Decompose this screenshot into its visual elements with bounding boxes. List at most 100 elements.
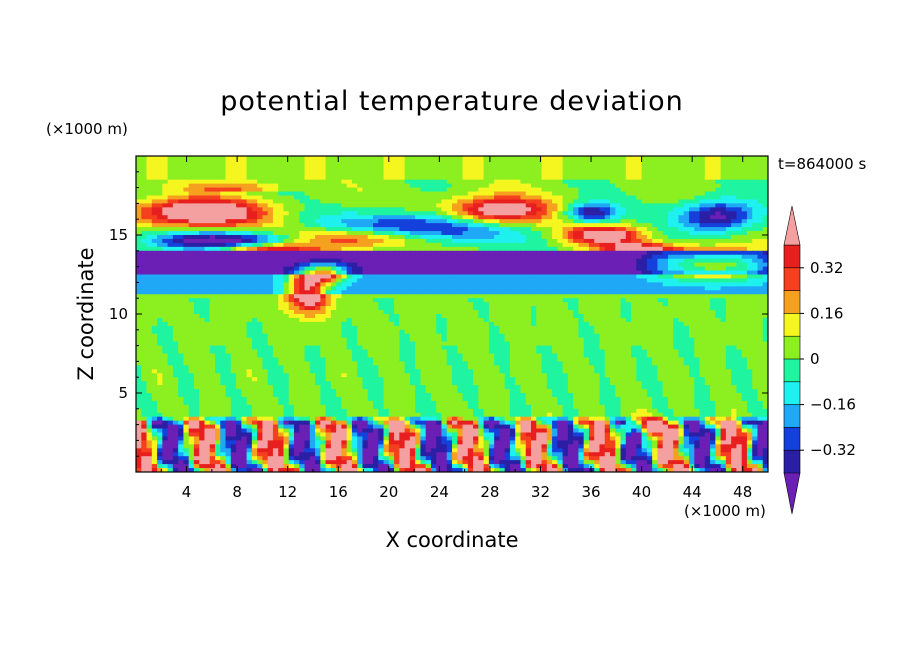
contour-cell (710, 258, 716, 264)
contour-cell (325, 187, 332, 193)
contour-cell (762, 294, 768, 299)
contour-cell (409, 242, 416, 248)
contour-cell (473, 242, 479, 248)
contour-cell (725, 187, 732, 193)
contour-cell (193, 219, 200, 224)
contour-cell (294, 302, 300, 307)
contour-cell (146, 298, 153, 303)
contour-cell (409, 207, 416, 212)
contour-cell (225, 290, 232, 295)
contour-cell (741, 242, 748, 248)
contour-cell (583, 294, 590, 299)
contour-cell (536, 254, 543, 260)
contour-cell (615, 302, 622, 307)
contour-cell (631, 238, 637, 244)
contour-cell (704, 183, 711, 189)
contour-cell (309, 199, 316, 204)
contour-cell (378, 282, 385, 287)
contour-cell (278, 199, 285, 204)
contour-cell (404, 306, 411, 311)
contour-cell (762, 199, 768, 204)
contour-cell (330, 187, 337, 193)
contour-cell (499, 167, 506, 173)
contour-cell (141, 183, 148, 189)
contour-cell (425, 159, 432, 165)
contour-cell (325, 314, 332, 319)
contour-cell (383, 246, 390, 252)
contour-cell (504, 298, 511, 303)
contour-cell (325, 159, 332, 165)
contour-cell (146, 310, 153, 315)
contour-cell (325, 258, 332, 264)
contour-cell (351, 246, 358, 252)
contour-cell (430, 250, 437, 256)
contour-cell (257, 282, 263, 287)
contour-cell (499, 258, 506, 264)
contour-cell (636, 195, 643, 201)
contour-cell (441, 211, 448, 216)
contour-cell (215, 238, 221, 244)
contour-cell (736, 163, 743, 169)
contour-cell (425, 211, 432, 216)
contour-cell (620, 179, 627, 185)
contour-cell (162, 262, 169, 268)
contour-cell (562, 246, 569, 252)
contour-cell (362, 270, 369, 276)
contour-cell (136, 171, 142, 177)
contour-cell (251, 258, 258, 264)
contour-cell (499, 159, 506, 165)
contour-cell (531, 317, 537, 323)
contour-cell (204, 167, 211, 173)
contour-cell (625, 211, 632, 216)
contour-cell (178, 203, 184, 208)
contour-cell (272, 266, 279, 272)
contour-cell (567, 274, 574, 280)
contour-cell (373, 238, 379, 244)
contour-cell (541, 274, 548, 280)
contour-cell (641, 254, 648, 260)
contour-cell (536, 274, 543, 280)
contour-cell (504, 314, 511, 319)
contour-cell (241, 156, 248, 161)
contour-cell (741, 258, 748, 264)
contour-cell (557, 179, 564, 185)
contour-cell (446, 191, 453, 197)
contour-cell (646, 175, 653, 181)
contour-cell (236, 294, 242, 299)
contour-cell (283, 175, 290, 181)
contour-cell (631, 183, 637, 189)
contour-cell (367, 290, 374, 295)
contour-cell (378, 266, 385, 272)
contour-cell (757, 227, 764, 232)
contour-cell (467, 294, 474, 299)
contour-cell (467, 219, 474, 224)
contour-cell (236, 191, 242, 197)
contour-cell (536, 156, 543, 161)
contour-cell (452, 262, 458, 268)
contour-cell (678, 262, 685, 268)
contour-cell (720, 207, 727, 212)
contour-cell (299, 159, 306, 165)
contour-cell (420, 258, 427, 264)
contour-cell (736, 258, 743, 264)
contour-cell (504, 238, 511, 244)
contour-cell (657, 191, 664, 197)
contour-cell (415, 179, 421, 185)
contour-cell (394, 199, 400, 204)
contour-cell (278, 294, 285, 299)
contour-cell (762, 270, 768, 276)
contour-cell (267, 183, 274, 189)
contour-cell (394, 270, 400, 276)
contour-cell (467, 171, 474, 177)
contour-cell (278, 163, 285, 169)
contour-cell (641, 167, 648, 173)
contour-cell (215, 278, 221, 283)
contour-cell (525, 219, 532, 224)
contour-cell (467, 290, 474, 295)
contour-cell (336, 179, 342, 185)
contour-cell (509, 163, 516, 169)
contour-cell (473, 171, 479, 177)
contour-cell (267, 286, 274, 291)
contour-cell (294, 310, 300, 315)
contour-cell (267, 191, 274, 197)
